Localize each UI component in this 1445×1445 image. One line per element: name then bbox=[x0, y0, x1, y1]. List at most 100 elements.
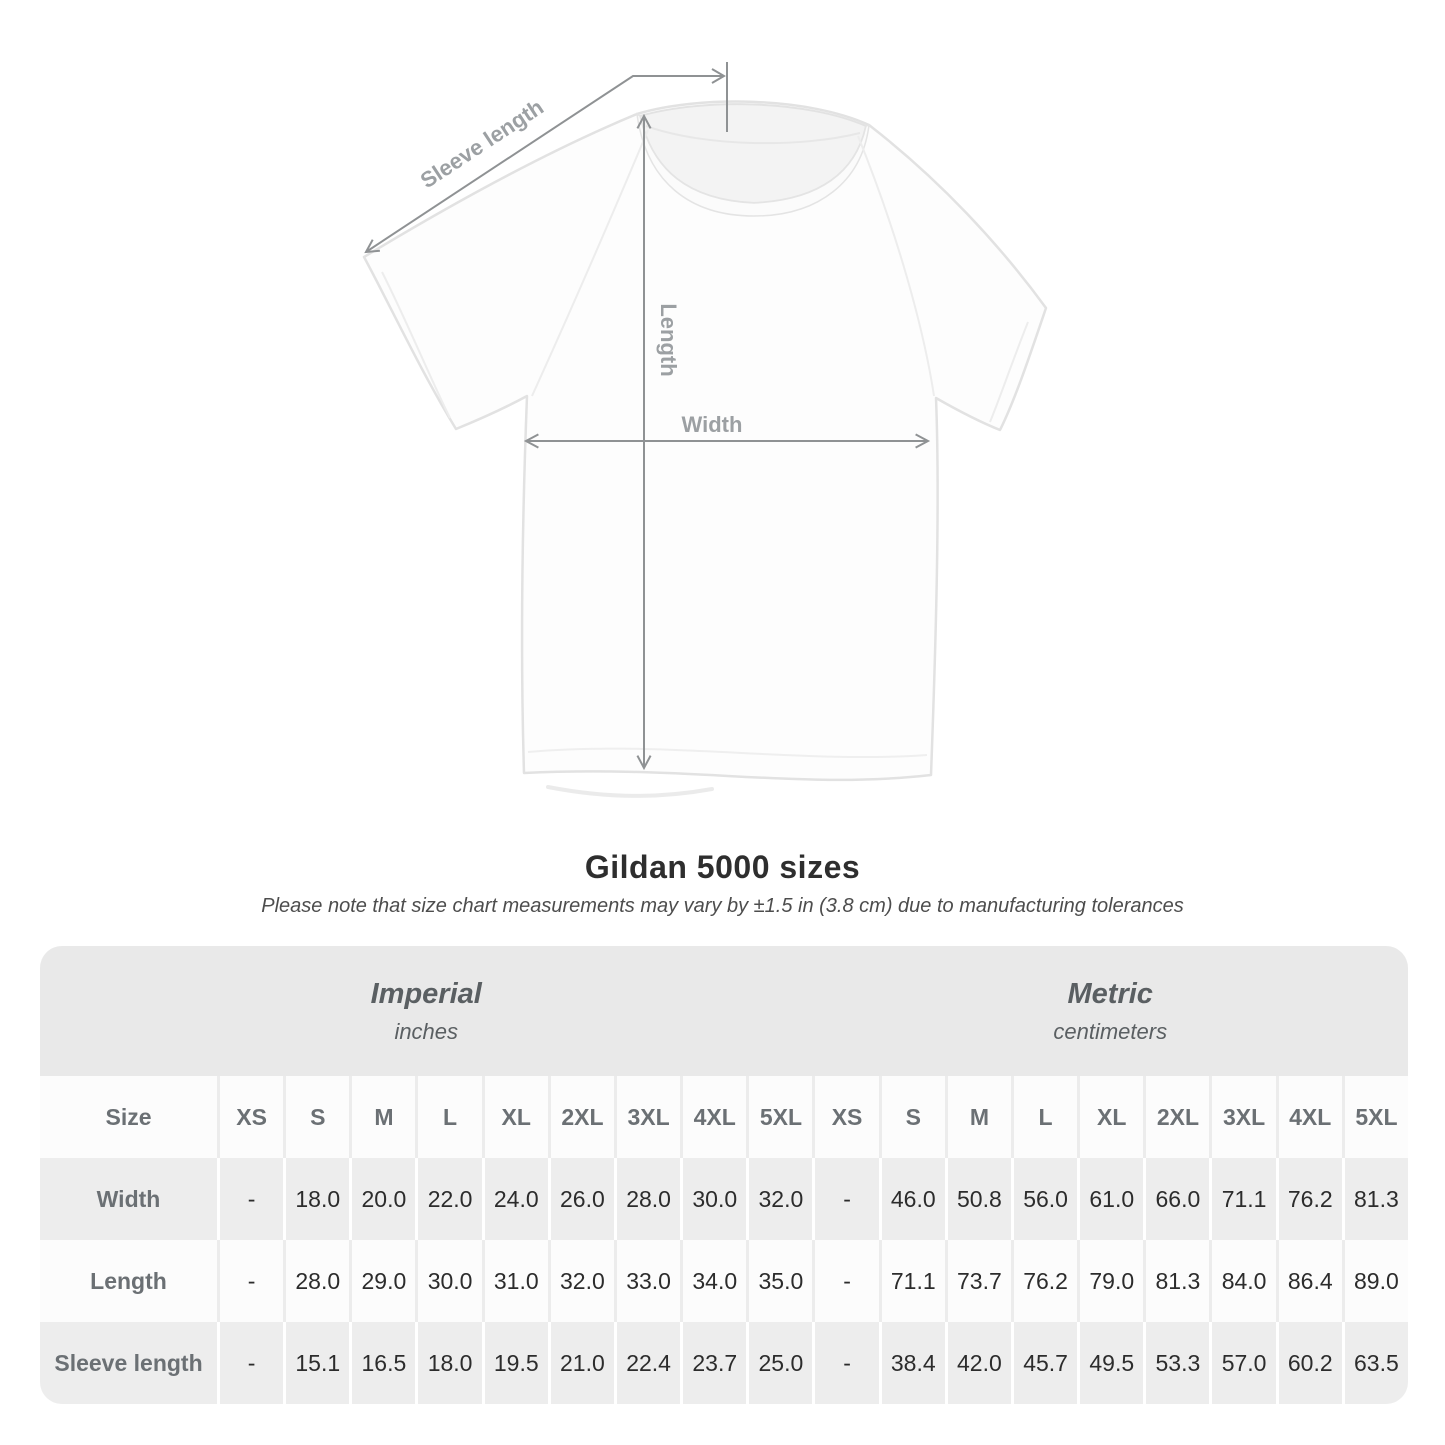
size-header-imperial: 2XL bbox=[547, 1076, 614, 1158]
value-cell: 50.8 bbox=[944, 1158, 1011, 1240]
row-label-length: Length bbox=[40, 1240, 217, 1322]
value-cell: 31.0 bbox=[481, 1240, 548, 1322]
length-label: Length bbox=[656, 303, 681, 376]
value-cell: 60.2 bbox=[1275, 1322, 1342, 1404]
value-cell: 18.0 bbox=[415, 1322, 482, 1404]
value-cell: 56.0 bbox=[1010, 1158, 1078, 1240]
value-cell: 21.0 bbox=[547, 1322, 614, 1404]
size-header-metric: 4XL bbox=[1275, 1076, 1342, 1158]
tshirt-sleeve-stitch-right bbox=[989, 321, 1029, 423]
size-header-imperial: XS bbox=[217, 1076, 284, 1158]
sleeve-length-arrowhead-end bbox=[711, 68, 726, 84]
imperial-header-unit: inches bbox=[394, 1018, 459, 1044]
value-cell: 71.1 bbox=[1209, 1158, 1276, 1240]
size-header-imperial: 4XL bbox=[680, 1076, 747, 1158]
value-cell: 24.0 bbox=[481, 1158, 548, 1240]
value-cell: 73.7 bbox=[944, 1240, 1011, 1322]
value-cell: 81.3 bbox=[1143, 1240, 1210, 1322]
size-chart-table: Imperial inches Metric centimeters Size … bbox=[40, 946, 1408, 1404]
tshirt-measurement-diagram: Sleeve length Length Width bbox=[362, 62, 1048, 798]
sleeve-length-arrowhead-start bbox=[364, 239, 380, 254]
metric-header: Metric centimeters bbox=[812, 946, 1408, 1076]
metric-header-unit: centimeters bbox=[1053, 1018, 1168, 1044]
value-cell: 30.0 bbox=[415, 1240, 482, 1322]
value-cell: 81.3 bbox=[1341, 1158, 1408, 1240]
value-cell: 57.0 bbox=[1209, 1322, 1276, 1404]
value-cell: - bbox=[812, 1322, 879, 1404]
value-cell: 25.0 bbox=[746, 1322, 813, 1404]
size-column-header: Size bbox=[40, 1076, 217, 1158]
value-cell: 32.0 bbox=[547, 1240, 614, 1322]
tshirt-hem-stitch bbox=[527, 747, 928, 759]
tshirt-sleeve-stitch-left bbox=[381, 271, 451, 419]
size-header-metric: L bbox=[1010, 1076, 1078, 1158]
length-arrowhead-bottom bbox=[636, 755, 652, 771]
value-cell: 33.0 bbox=[613, 1240, 681, 1322]
length-arrowhead-top bbox=[636, 113, 652, 129]
value-cell: 22.0 bbox=[415, 1158, 482, 1240]
size-header-metric: 5XL bbox=[1341, 1076, 1408, 1158]
value-cell: 26.0 bbox=[547, 1158, 614, 1240]
page-title: Gildan 5000 sizes bbox=[584, 849, 861, 885]
value-cell: 38.4 bbox=[878, 1322, 945, 1404]
size-header-metric: XL bbox=[1077, 1076, 1144, 1158]
value-cell: 84.0 bbox=[1209, 1240, 1276, 1322]
value-cell: 45.7 bbox=[1010, 1322, 1078, 1404]
value-cell: 76.2 bbox=[1275, 1158, 1342, 1240]
value-cell: 53.3 bbox=[1143, 1322, 1210, 1404]
value-cell: 63.5 bbox=[1341, 1322, 1408, 1404]
value-cell: 86.4 bbox=[1275, 1240, 1342, 1322]
value-cell: 15.1 bbox=[283, 1322, 350, 1404]
size-header-metric: XS bbox=[812, 1076, 879, 1158]
imperial-header-name: Imperial bbox=[370, 977, 482, 1010]
size-header-metric: 2XL bbox=[1143, 1076, 1210, 1158]
value-cell: 30.0 bbox=[680, 1158, 747, 1240]
value-cell: - bbox=[812, 1240, 879, 1322]
width-label: Width bbox=[682, 412, 743, 437]
width-arrowhead-right bbox=[915, 433, 931, 449]
value-cell: - bbox=[217, 1158, 284, 1240]
value-cell: - bbox=[812, 1158, 879, 1240]
value-cell: 76.2 bbox=[1010, 1240, 1078, 1322]
value-cell: 66.0 bbox=[1143, 1158, 1210, 1240]
value-cell: 28.0 bbox=[613, 1158, 681, 1240]
value-cell: 61.0 bbox=[1077, 1158, 1144, 1240]
size-header-metric: M bbox=[944, 1076, 1011, 1158]
value-cell: - bbox=[217, 1240, 284, 1322]
value-cell: 18.0 bbox=[283, 1158, 350, 1240]
page-subtitle: Please note that size chart measurements… bbox=[261, 895, 1184, 917]
tshirt-hem-shadow bbox=[546, 785, 714, 798]
size-header-metric: S bbox=[878, 1076, 945, 1158]
row-label-width: Width bbox=[40, 1158, 217, 1240]
value-cell: 71.1 bbox=[878, 1240, 945, 1322]
value-cell: 46.0 bbox=[878, 1158, 945, 1240]
value-cell: 22.4 bbox=[613, 1322, 681, 1404]
value-cell: 23.7 bbox=[680, 1322, 747, 1404]
value-cell: 19.5 bbox=[481, 1322, 548, 1404]
size-header-imperial: 5XL bbox=[746, 1076, 813, 1158]
size-header-imperial: XL bbox=[481, 1076, 548, 1158]
imperial-header: Imperial inches bbox=[40, 946, 813, 1076]
value-cell: 79.0 bbox=[1077, 1240, 1144, 1322]
value-cell: 28.0 bbox=[283, 1240, 350, 1322]
tshirt-armhole-seam-right bbox=[857, 135, 935, 397]
value-cell: 49.5 bbox=[1077, 1322, 1144, 1404]
value-cell: 89.0 bbox=[1341, 1240, 1408, 1322]
tshirt-armhole-seam-left bbox=[531, 129, 649, 397]
size-header-imperial: S bbox=[283, 1076, 350, 1158]
value-cell: 16.5 bbox=[349, 1322, 416, 1404]
size-header-imperial: L bbox=[415, 1076, 482, 1158]
value-cell: 32.0 bbox=[746, 1158, 813, 1240]
value-cell: 35.0 bbox=[746, 1240, 813, 1322]
tshirt-back-collar-seam bbox=[645, 125, 861, 145]
value-cell: 34.0 bbox=[680, 1240, 747, 1322]
value-cell: 42.0 bbox=[944, 1322, 1011, 1404]
row-label-sleeve-length: Sleeve length bbox=[40, 1322, 217, 1404]
sleeve-length-arrow-line bbox=[365, 75, 724, 253]
value-cell: 20.0 bbox=[349, 1158, 416, 1240]
size-header-imperial: M bbox=[349, 1076, 416, 1158]
metric-header-name: Metric bbox=[1067, 977, 1153, 1010]
size-header-metric: 3XL bbox=[1209, 1076, 1276, 1158]
size-header-imperial: 3XL bbox=[613, 1076, 681, 1158]
